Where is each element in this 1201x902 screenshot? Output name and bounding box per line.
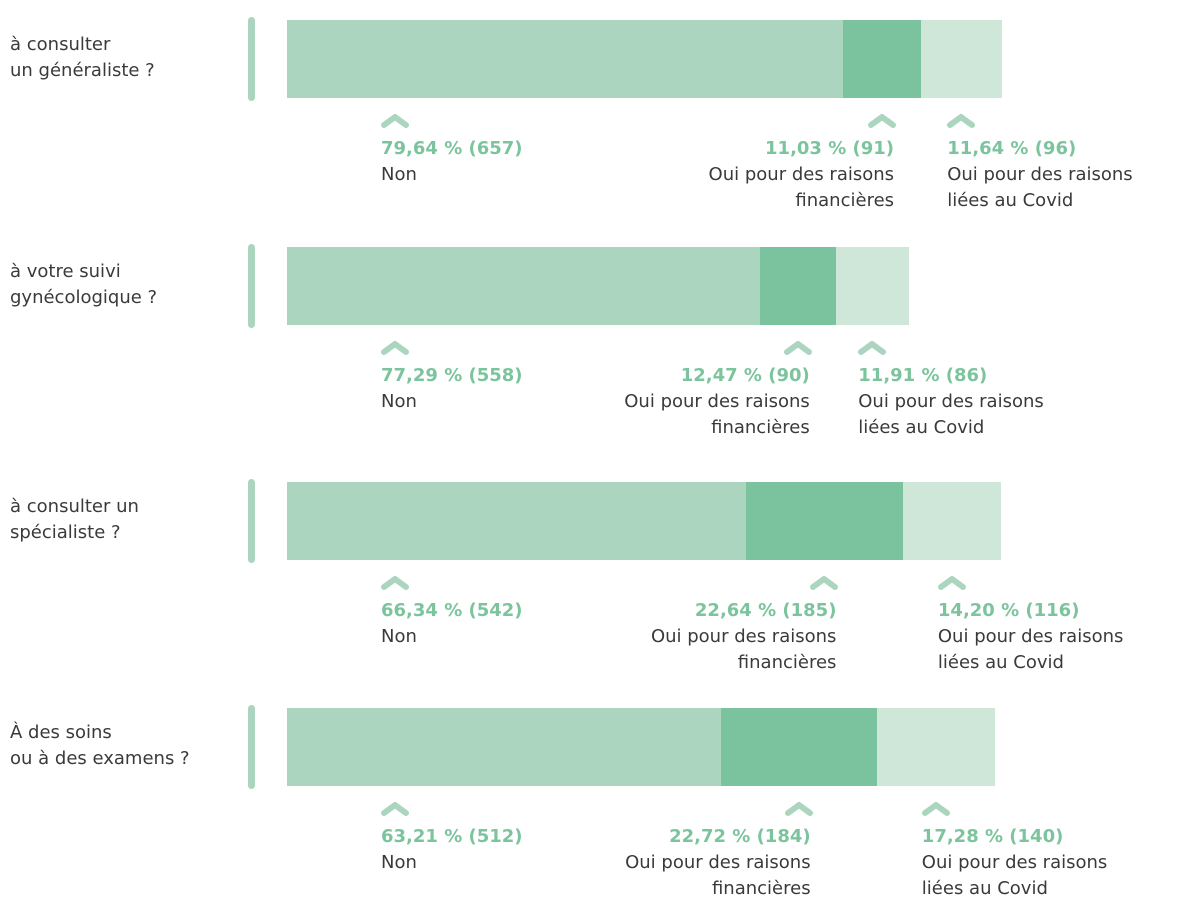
bar-segment bbox=[843, 20, 921, 98]
row-marker bbox=[248, 479, 255, 563]
value-label: 22,64 % (185) bbox=[694, 600, 837, 621]
series-label: Non bbox=[381, 164, 417, 185]
chevron-icon bbox=[381, 114, 409, 128]
chevron-icon bbox=[810, 576, 839, 590]
value-label: 14,20 % (116) bbox=[937, 600, 1080, 621]
chevron bbox=[783, 339, 813, 355]
category-label: à consulter un généraliste ? bbox=[10, 34, 155, 81]
category-label: À des soins ou à des examens ? bbox=[10, 722, 190, 769]
series-label: Oui pour des raisons liées au Covid bbox=[947, 164, 1133, 211]
chevron bbox=[380, 574, 410, 590]
row-marker bbox=[248, 17, 255, 101]
value-block: 22,64 % (185) Oui pour des raisons financ… bbox=[616, 598, 836, 676]
chevron bbox=[380, 800, 410, 816]
chevron bbox=[380, 339, 410, 355]
series-label: Non bbox=[381, 391, 417, 412]
chevron-icon bbox=[868, 114, 897, 128]
series-label: Oui pour des raisons liées au Covid bbox=[937, 626, 1124, 673]
value-label: 12,47 % (90) bbox=[680, 365, 810, 386]
value-label: 11,91 % (86) bbox=[858, 365, 988, 386]
value-label: 17,28 % (140) bbox=[921, 826, 1064, 847]
series-label: Oui pour des raisons financières bbox=[650, 626, 837, 673]
bar-segment bbox=[746, 482, 903, 560]
chevron bbox=[380, 112, 410, 128]
chevron-icon bbox=[947, 114, 976, 128]
bar-segment bbox=[287, 20, 844, 98]
value-label: 11,03 % (91) bbox=[765, 138, 895, 159]
chevron-icon bbox=[858, 341, 887, 355]
bar-segment bbox=[902, 482, 1002, 560]
value-block: 11,03 % (91) Oui pour des raisons financi… bbox=[674, 136, 894, 214]
bar-segment bbox=[876, 708, 996, 786]
category-label: à consulter un spécialiste ? bbox=[10, 496, 139, 543]
value-block: 66,34 % (542) Non bbox=[381, 598, 523, 650]
series-label: Oui pour des raisons liées au Covid bbox=[858, 391, 1044, 438]
chevron-icon bbox=[937, 576, 966, 590]
value-block: 12,47 % (90) Oui pour des raisons financi… bbox=[590, 363, 810, 441]
category-label: à votre suivi gynécologique ? bbox=[10, 261, 158, 308]
chevron bbox=[937, 574, 967, 590]
bar-segment bbox=[720, 708, 877, 786]
value-block: 79,64 % (657) Non bbox=[381, 136, 523, 188]
value-label: 77,29 % (558) bbox=[381, 365, 523, 386]
chevron bbox=[921, 800, 951, 816]
value-label: 79,64 % (657) bbox=[381, 138, 523, 159]
chevron-icon bbox=[381, 802, 409, 816]
value-block: 77,29 % (558) Non bbox=[381, 363, 523, 415]
value-label: 63,21 % (512) bbox=[381, 826, 523, 847]
value-label: 22,72 % (184) bbox=[669, 826, 811, 847]
value-block: 17,28 % (140) Oui pour des raisons liées … bbox=[922, 824, 1142, 902]
value-block: 11,91 % (86) Oui pour des raisons liées a… bbox=[858, 363, 1078, 441]
series-label: Non bbox=[381, 852, 417, 873]
value-block: 63,21 % (512) Non bbox=[381, 824, 523, 876]
series-label: Oui pour des raisons liées au Covid bbox=[921, 852, 1108, 899]
value-block: 22,72 % (184) Oui pour des raisons financ… bbox=[591, 824, 811, 902]
bar-segment bbox=[835, 247, 909, 325]
bar-segment bbox=[287, 708, 721, 786]
chevron-icon bbox=[921, 802, 950, 816]
chevron bbox=[857, 339, 887, 355]
value-label: 11,64 % (96) bbox=[947, 138, 1077, 159]
chevron-icon bbox=[783, 341, 812, 355]
bar-segment bbox=[287, 247, 760, 325]
series-label: Oui pour des raisons financières bbox=[708, 164, 895, 211]
bar-segment bbox=[287, 482, 747, 560]
chevron-icon bbox=[784, 802, 813, 816]
chevron bbox=[867, 112, 897, 128]
chevron-icon bbox=[381, 576, 409, 590]
series-label: Non bbox=[381, 626, 417, 647]
value-block: 14,20 % (116) Oui pour des raisons liées … bbox=[938, 598, 1158, 676]
chevron bbox=[946, 112, 976, 128]
chevron bbox=[809, 574, 839, 590]
series-label: Oui pour des raisons financières bbox=[624, 391, 810, 438]
bar-segment bbox=[759, 247, 836, 325]
bar-segment bbox=[920, 20, 1002, 98]
value-label: 66,34 % (542) bbox=[381, 600, 523, 621]
chevron-icon bbox=[381, 341, 409, 355]
row-marker bbox=[248, 705, 255, 789]
series-label: Oui pour des raisons financières bbox=[625, 852, 811, 899]
row-marker bbox=[248, 244, 255, 328]
value-block: 11,64 % (96) Oui pour des raisons liées a… bbox=[947, 136, 1167, 214]
chevron bbox=[784, 800, 814, 816]
